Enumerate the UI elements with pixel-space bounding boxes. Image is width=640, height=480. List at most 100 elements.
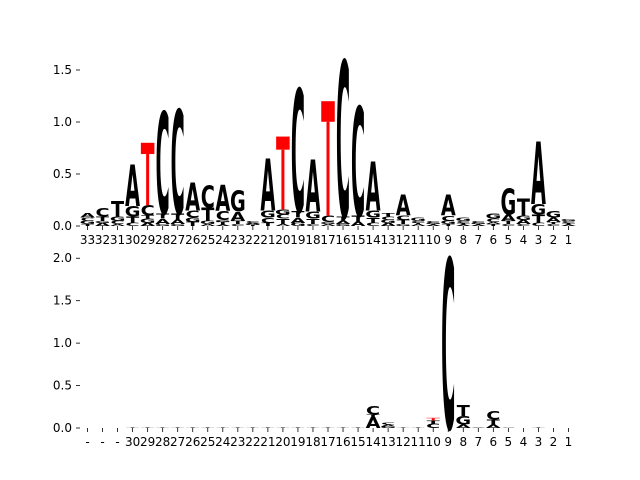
x-tick-label: 29 [140,233,155,247]
letter-c: C [441,212,455,480]
letter-a: A [245,223,261,225]
y-tick-label: 1.5 [53,63,72,77]
x-tick: 7 [474,428,482,449]
letter-c: C [186,209,200,221]
x-tick-label: 30 [125,233,140,247]
letter-g: G [395,224,411,227]
letter-c: C [381,423,395,426]
x-tick-label: 23 [230,435,245,449]
gap-cap [276,136,290,150]
x-tick-label: 33 [80,233,95,247]
letter-g: G [140,218,156,224]
letter-a: A [396,189,411,223]
logo-column: T [321,427,335,428]
letter-c: C [80,217,94,222]
logo-column: T [126,427,140,428]
letter-c: C [531,222,545,227]
x-tick: 18 [305,428,321,449]
letter-g: G [275,209,291,217]
letter-c: C [171,82,185,247]
letter-t: T [171,427,185,428]
x-tick: 32 [95,226,110,247]
logo-column: T [336,427,350,428]
letter-g: G [500,181,516,223]
letter-c: C [95,206,109,220]
x-tick: 5 [505,226,512,247]
letter-a: A [306,147,321,229]
logo-column: T [352,427,366,428]
letter-c: C [396,215,410,221]
logo-column: T [532,427,546,428]
x-tick: 22 [245,428,260,449]
x-tick-label: 6 [490,233,498,247]
x-tick: 29 [140,428,155,449]
letter-a: A [336,220,351,225]
letter-c: C [486,409,500,423]
letter-c: C [306,224,320,227]
x-tick-label: 20 [275,233,290,247]
logo-column: ATC [486,409,501,430]
letter-c: C [516,224,530,227]
letter-a: A [516,219,531,225]
x-tick: 16 [335,428,351,449]
letter-a: A [471,427,487,428]
x-tick-label: 22 [245,435,260,449]
letter-a: A [110,224,125,227]
letter-c: C [381,216,395,221]
letter-t: T [427,420,441,425]
y-tick: 0.5 [53,167,80,181]
x-tick-label: 20 [275,435,290,449]
letter-a: A [366,148,381,227]
y-tick: 1.5 [53,294,80,308]
letter-a: A [291,217,307,225]
letter-a: A [486,424,501,429]
x-tick-label: 28 [155,435,170,449]
letter-g: G [245,224,261,226]
letter-a: A [95,222,110,227]
letter-t: T [291,427,305,428]
logo-column: T [261,427,275,428]
x-tick-label: 24 [215,233,230,247]
x-tick-label: 22 [245,233,260,247]
x-tick: 2 [550,428,557,449]
gap-stem [281,149,285,210]
letter-t: T [96,216,110,222]
letter-t: T [246,427,260,428]
x-tick: 16 [335,226,351,247]
letter-t: T [141,215,155,220]
x-tick-label: 25 [200,233,215,247]
y-tick: 0.5 [53,379,80,393]
letter-t: T [517,194,531,221]
y-axis: 0.0 0.5 1.0 1.5 [53,63,80,233]
x-tick-label: 16 [335,233,350,247]
letter-c: C [216,208,230,223]
letter-t: T [532,212,545,226]
letter-a: A [215,177,230,219]
letter-t: T [336,216,350,222]
x-tick-label: 23 [230,233,245,247]
letter-a: A [155,218,171,226]
x-tick-label: 19 [290,233,305,247]
x-tick: 23 [230,428,245,449]
letter-a: A [456,225,472,227]
letter-g: G [80,220,96,225]
y-tick-label: 2.0 [53,251,72,265]
x-tick-label: 4 [520,435,528,449]
letter-a: A [411,224,426,227]
x-tick-label: 16 [335,435,350,449]
logo-column: C [441,212,455,480]
x-tick: 5 [505,428,512,449]
x-tick-label: - [115,435,119,449]
x-tick: 17 [320,226,336,247]
logo-column: A [471,427,487,428]
x-tick-label: 21 [260,233,275,247]
x-tick: 25 [200,428,215,449]
letter-t: T [156,213,169,221]
letter-c: C [351,78,365,252]
